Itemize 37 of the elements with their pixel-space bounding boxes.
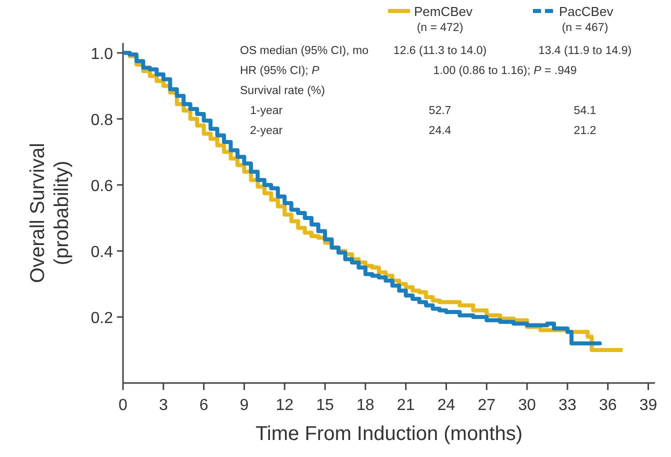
annotation: 2-year — [250, 125, 283, 137]
legend-label: PacCBev — [559, 4, 614, 19]
x-tick-label: 21 — [396, 397, 415, 414]
annotation: 12.6 (11.3 to 14.0) — [393, 45, 487, 57]
annotation: 21.2 — [574, 125, 596, 137]
x-tick-label: 15 — [316, 397, 334, 414]
y-tick-label: 0.4 — [90, 244, 114, 261]
x-tick-label: 9 — [240, 397, 249, 414]
y-tick-label: 1.0 — [90, 46, 114, 63]
annotation: OS median (95% CI), mo — [240, 45, 368, 57]
annotation: Survival rate (%) — [240, 85, 326, 97]
annotation: 1.00 (0.86 to 1.16); P = .949 — [433, 65, 577, 77]
y-axis-title: Overall Survival (probability) — [27, 142, 73, 284]
x-tick-label: 0 — [118, 397, 128, 414]
x-tick-label: 27 — [478, 397, 496, 414]
y-tick-label: 0.8 — [90, 112, 114, 129]
x-axis-title: Time From Induction (months) — [255, 423, 523, 445]
annotation: 1-year — [250, 105, 283, 117]
annotation: HR (95% CI); P — [240, 65, 320, 77]
y-tick-label: 0.6 — [90, 178, 114, 195]
annotation: 54.1 — [574, 105, 596, 117]
x-tick-label: 39 — [639, 397, 658, 414]
annotation: 24.4 — [428, 125, 452, 137]
annotation: 52.7 — [428, 105, 452, 117]
x-tick-label: 3 — [158, 397, 168, 414]
text: (n = 472) — [416, 22, 464, 34]
y-tick-label: 0.2 — [90, 310, 114, 327]
x-tick-label: 24 — [437, 397, 456, 414]
x-tick-label: 36 — [598, 397, 617, 414]
annotation: 13.4 (11.9 to 14.9) — [538, 45, 632, 57]
text: (n = 467) — [562, 22, 608, 34]
x-tick-label: 18 — [356, 397, 374, 414]
x-tick-label: 30 — [518, 397, 536, 414]
x-tick-label: 6 — [199, 397, 208, 414]
legend-label: PemCBev — [414, 4, 474, 19]
x-tick-label: 12 — [276, 397, 294, 414]
x-tick-label: 33 — [558, 397, 576, 414]
